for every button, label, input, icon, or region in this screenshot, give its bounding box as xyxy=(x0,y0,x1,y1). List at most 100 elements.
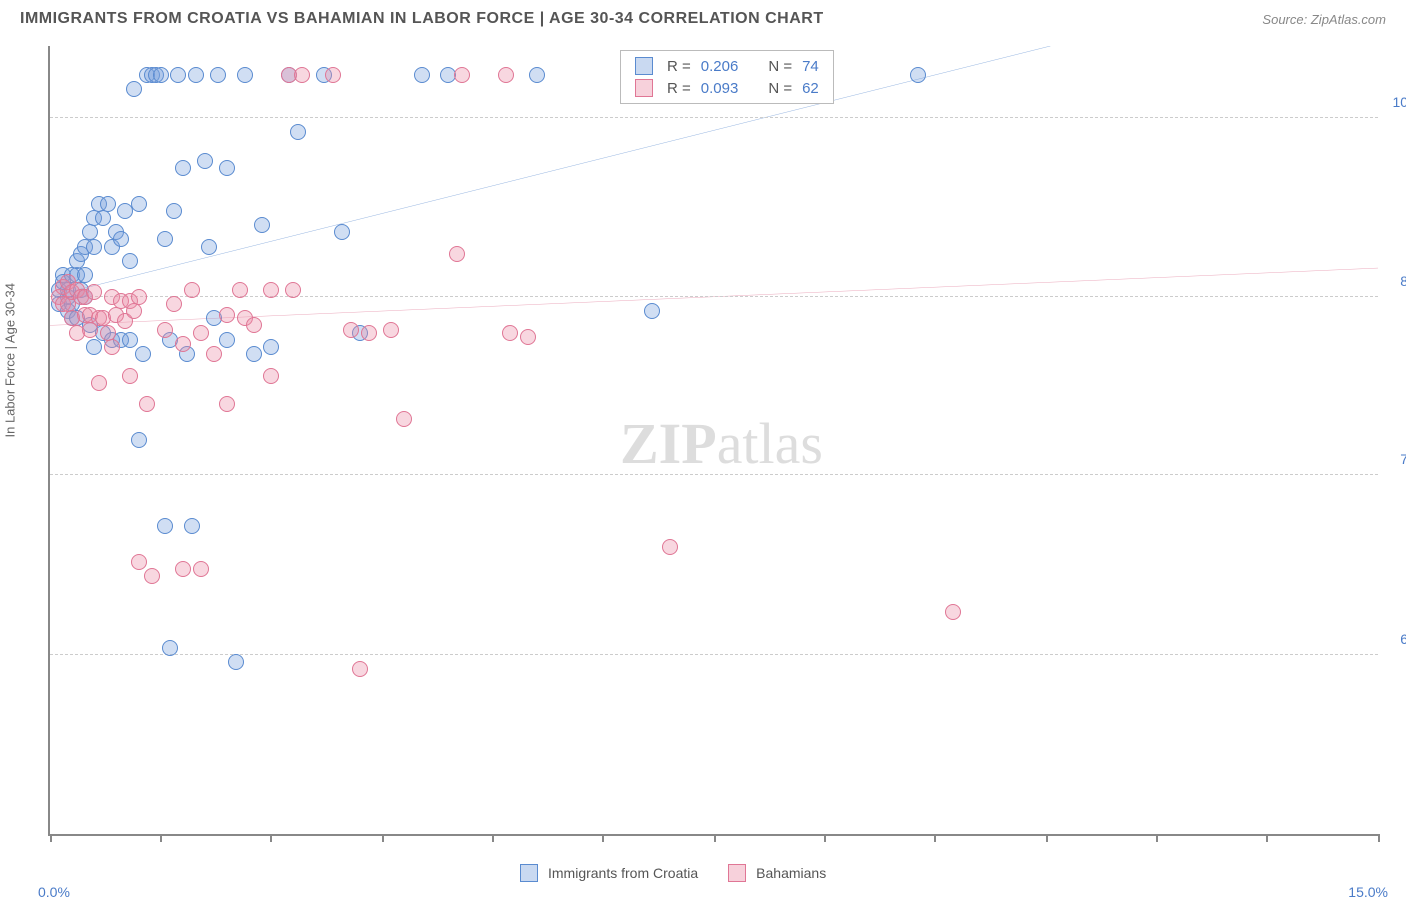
scatter-point xyxy=(131,554,147,570)
scatter-point xyxy=(122,253,138,269)
scatter-point xyxy=(157,322,173,338)
scatter-plot-area: 100.0%87.5%75.0%62.5% xyxy=(48,46,1378,836)
scatter-point xyxy=(157,518,173,534)
scatter-point xyxy=(206,346,222,362)
trend-lines-svg xyxy=(50,46,1378,834)
correlation-legend: R = 0.206 N = 74 R = 0.093 N = 62 xyxy=(620,50,834,104)
legend-item-bahamians: Bahamians xyxy=(728,864,826,882)
scatter-point xyxy=(144,568,160,584)
scatter-point xyxy=(294,67,310,83)
legend-swatch-croatia xyxy=(635,57,653,75)
x-tick-mark xyxy=(1378,834,1380,842)
scatter-point xyxy=(122,368,138,384)
scatter-point xyxy=(184,282,200,298)
scatter-point xyxy=(414,67,430,83)
scatter-point xyxy=(449,246,465,262)
scatter-point xyxy=(263,339,279,355)
scatter-point xyxy=(100,196,116,212)
scatter-point xyxy=(104,339,120,355)
scatter-point xyxy=(126,303,142,319)
x-tick-mark xyxy=(934,834,936,842)
correlation-legend-row-bahamians: R = 0.093 N = 62 xyxy=(621,77,833,99)
legend-label-croatia: Immigrants from Croatia xyxy=(548,865,698,881)
x-axis-min-label: 0.0% xyxy=(38,884,70,900)
scatter-point xyxy=(175,336,191,352)
x-axis-max-label: 15.0% xyxy=(1348,884,1388,900)
scatter-point xyxy=(237,67,253,83)
gridline-horizontal xyxy=(50,296,1378,297)
scatter-point xyxy=(498,67,514,83)
x-tick-mark xyxy=(1156,834,1158,842)
scatter-point xyxy=(352,661,368,677)
scatter-point xyxy=(219,332,235,348)
source-attribution: Source: ZipAtlas.com xyxy=(1262,12,1386,27)
x-tick-mark xyxy=(1046,834,1048,842)
scatter-point xyxy=(343,322,359,338)
scatter-point xyxy=(131,196,147,212)
scatter-point xyxy=(219,396,235,412)
x-tick-mark xyxy=(160,834,162,842)
scatter-point xyxy=(263,282,279,298)
scatter-point xyxy=(77,267,93,283)
y-tick-label: 100.0% xyxy=(1393,94,1406,110)
scatter-point xyxy=(529,67,545,83)
scatter-point xyxy=(285,282,301,298)
scatter-point xyxy=(86,339,102,355)
scatter-point xyxy=(91,375,107,391)
y-axis-title: In Labor Force | Age 30-34 xyxy=(3,283,18,437)
trend-line xyxy=(50,46,1050,297)
legend-swatch-croatia-icon xyxy=(520,864,538,882)
x-tick-mark xyxy=(50,834,52,842)
legend-label-bahamians: Bahamians xyxy=(756,865,826,881)
scatter-point xyxy=(175,561,191,577)
gridline-horizontal xyxy=(50,117,1378,118)
scatter-point xyxy=(139,396,155,412)
scatter-point xyxy=(122,332,138,348)
chart-title: IMMIGRANTS FROM CROATIA VS BAHAMIAN IN L… xyxy=(20,10,824,28)
scatter-point xyxy=(113,231,129,247)
scatter-point xyxy=(502,325,518,341)
scatter-point xyxy=(290,124,306,140)
scatter-point xyxy=(86,284,102,300)
scatter-point xyxy=(396,411,412,427)
correlation-legend-row-croatia: R = 0.206 N = 74 xyxy=(621,55,833,77)
scatter-point xyxy=(263,368,279,384)
y-tick-label: 62.5% xyxy=(1400,631,1406,647)
scatter-point xyxy=(246,317,262,333)
scatter-point xyxy=(95,210,111,226)
scatter-point xyxy=(232,282,248,298)
y-tick-label: 87.5% xyxy=(1400,273,1406,289)
scatter-point xyxy=(520,329,536,345)
scatter-point xyxy=(454,67,470,83)
legend-swatch-bahamians xyxy=(635,79,653,97)
scatter-point xyxy=(193,561,209,577)
scatter-point xyxy=(166,296,182,312)
x-tick-mark xyxy=(382,834,384,842)
scatter-point xyxy=(325,67,341,83)
x-tick-mark xyxy=(270,834,272,842)
scatter-point xyxy=(201,239,217,255)
scatter-point xyxy=(210,67,226,83)
scatter-point xyxy=(254,217,270,233)
x-tick-mark xyxy=(714,834,716,842)
scatter-point xyxy=(188,67,204,83)
scatter-point xyxy=(131,432,147,448)
scatter-point xyxy=(334,224,350,240)
scatter-point xyxy=(383,322,399,338)
x-tick-mark xyxy=(602,834,604,842)
scatter-point xyxy=(86,239,102,255)
scatter-point xyxy=(219,160,235,176)
gridline-horizontal xyxy=(50,474,1378,475)
scatter-point xyxy=(166,203,182,219)
scatter-point xyxy=(157,231,173,247)
legend-item-croatia: Immigrants from Croatia xyxy=(520,864,698,882)
y-tick-label: 75.0% xyxy=(1400,451,1406,467)
scatter-point xyxy=(131,289,147,305)
gridline-horizontal xyxy=(50,654,1378,655)
scatter-point xyxy=(193,325,209,341)
scatter-point xyxy=(170,67,186,83)
scatter-point xyxy=(361,325,377,341)
scatter-point xyxy=(175,160,191,176)
chart-header: IMMIGRANTS FROM CROATIA VS BAHAMIAN IN L… xyxy=(0,0,1406,33)
x-tick-mark xyxy=(492,834,494,842)
